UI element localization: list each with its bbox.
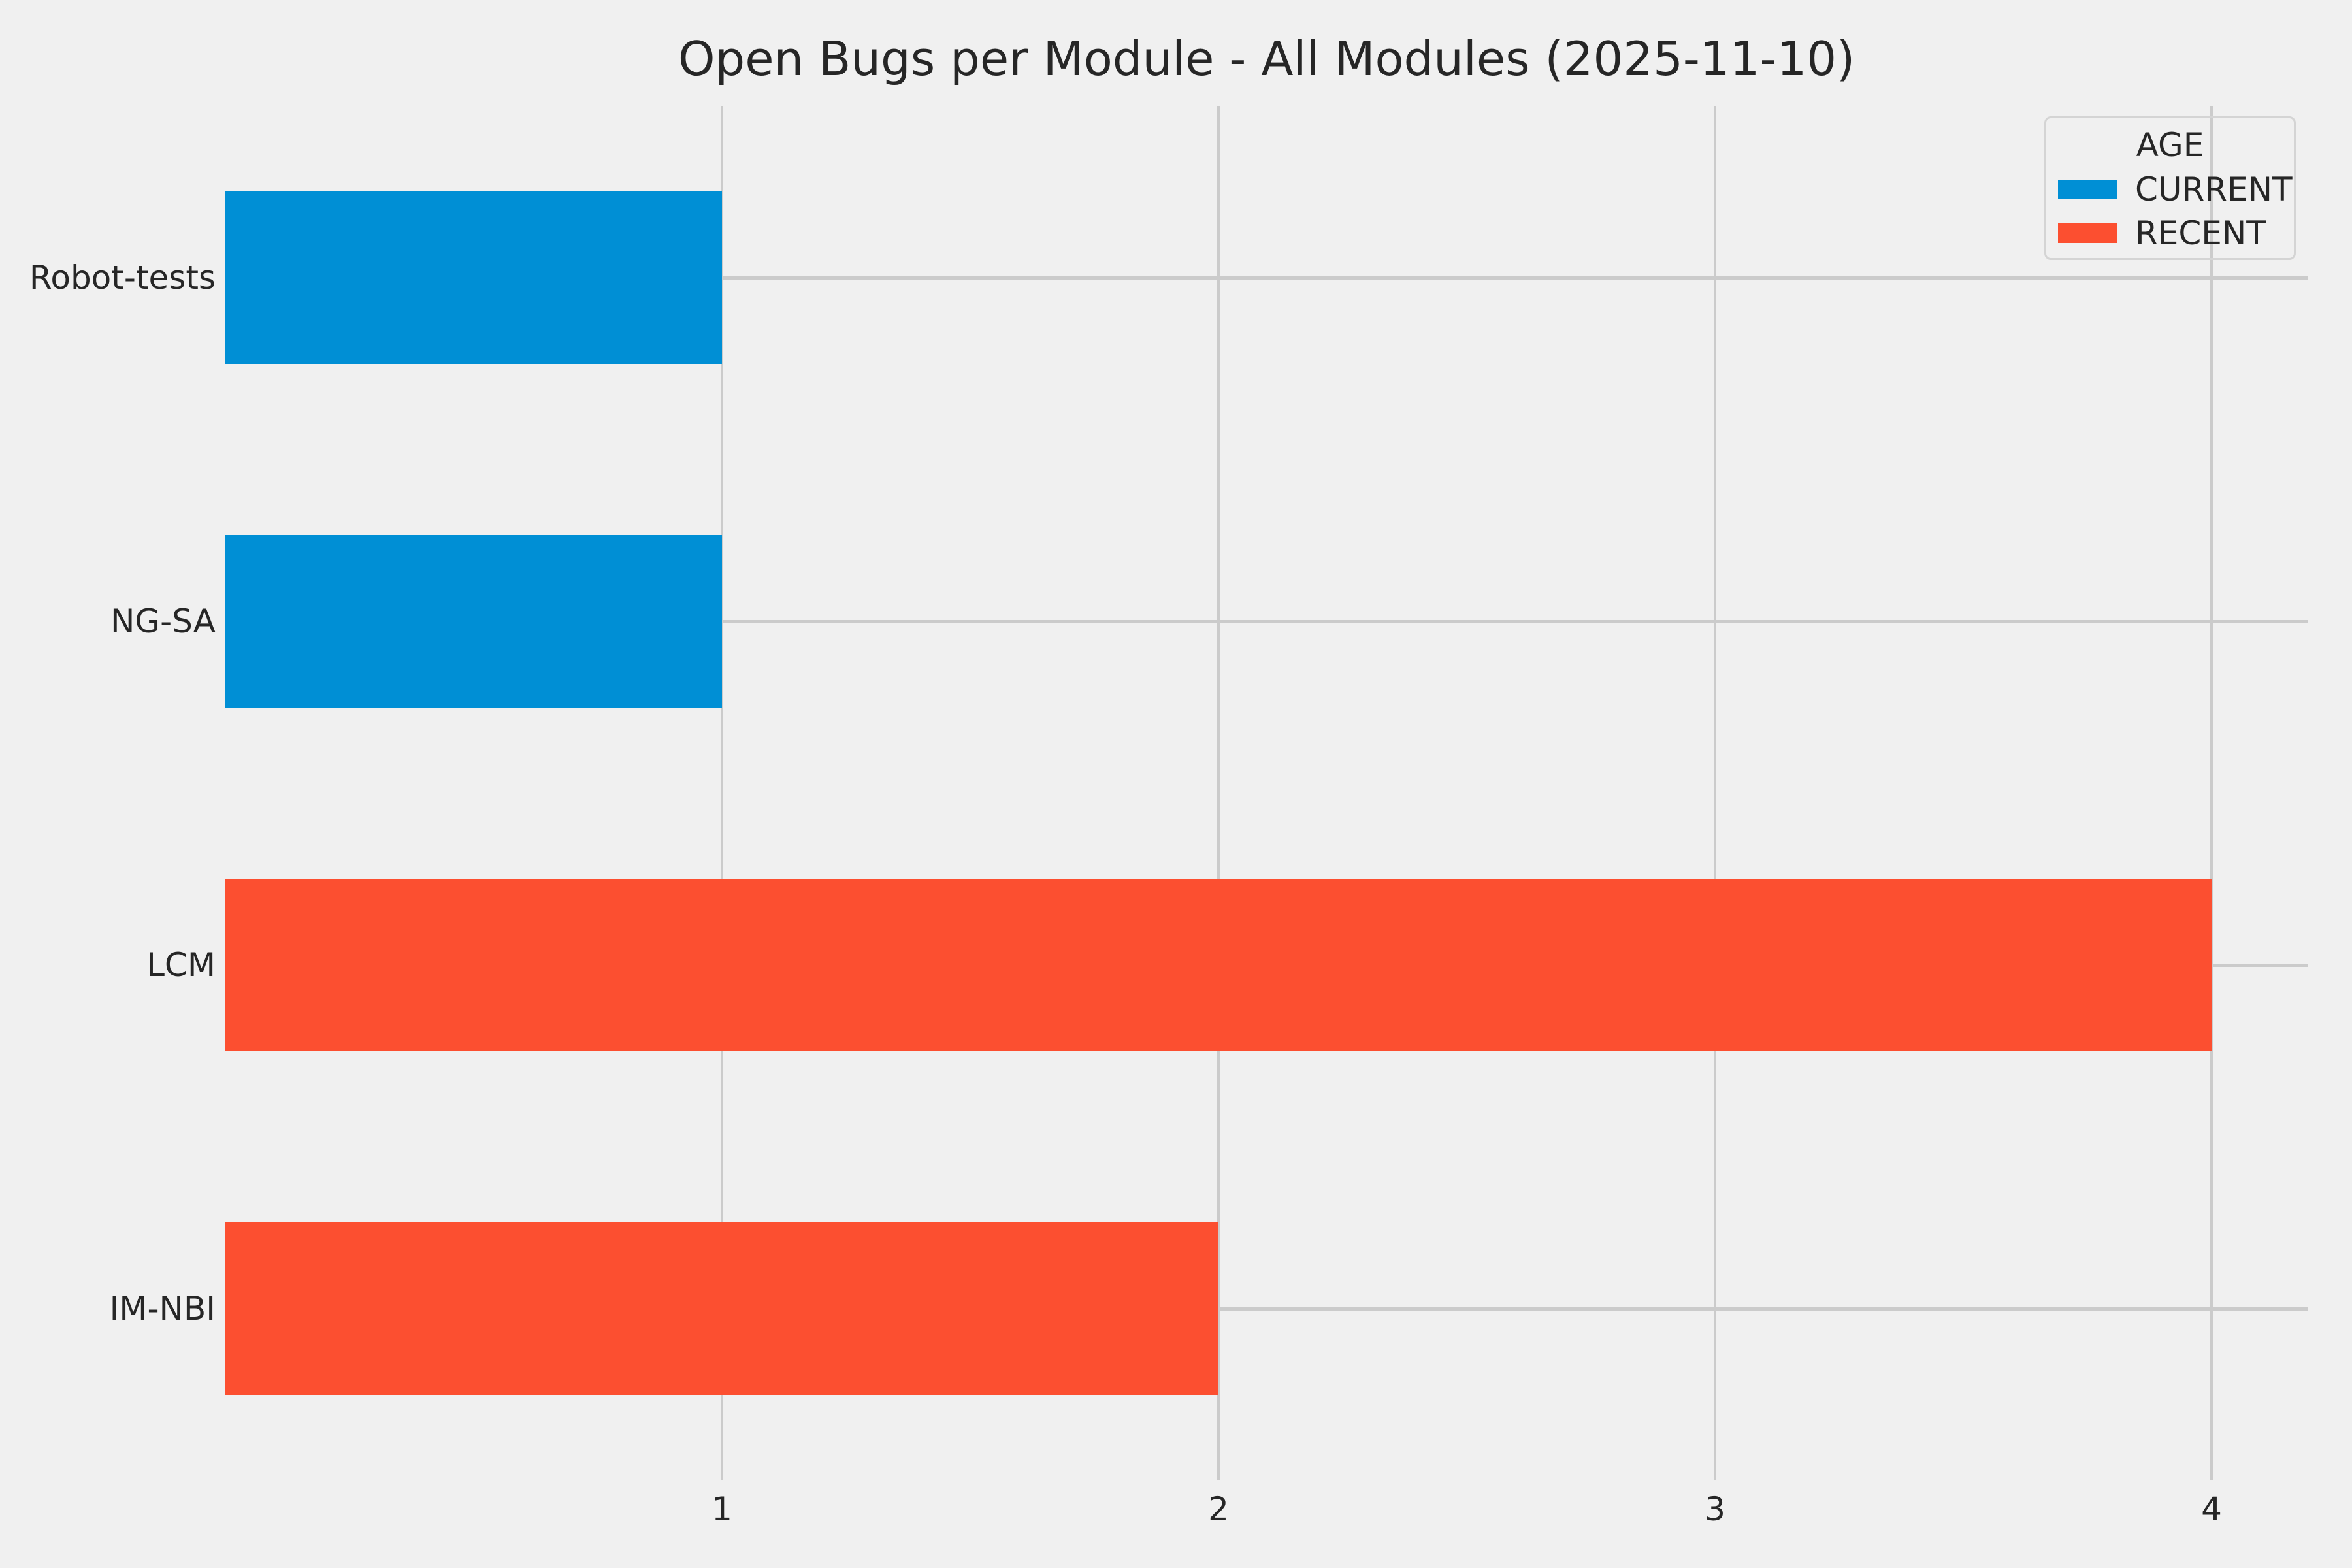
y-tick-label: NG-SA: [110, 602, 216, 640]
legend-label: RECENT: [2135, 214, 2266, 252]
x-gridline: [721, 106, 723, 1480]
legend-row: CURRENT: [2058, 171, 2293, 208]
y-tick-label: IM-NBI: [109, 1290, 216, 1328]
x-gridline: [1217, 106, 1220, 1480]
chart-title: Open Bugs per Module - All Modules (2025…: [678, 31, 1855, 86]
bar-robot-tests: [225, 191, 722, 364]
y-gridline: [225, 276, 2308, 280]
x-tick-label: 2: [1208, 1490, 1229, 1528]
legend-swatch-current: [2058, 180, 2117, 199]
legend-entries: CURRENT RECENT: [2058, 171, 2293, 252]
bar-im-nbi: [225, 1222, 1218, 1395]
legend-label: CURRENT: [2135, 171, 2293, 208]
legend-title: AGE: [2136, 126, 2204, 164]
legend-row: RECENT: [2058, 215, 2282, 252]
x-tick-label: 1: [711, 1490, 732, 1528]
x-gridline: [1714, 106, 1716, 1480]
legend: AGE CURRENT RECENT: [2044, 116, 2296, 260]
y-gridline: [225, 1307, 2308, 1311]
x-tick-label: 3: [1705, 1490, 1725, 1528]
legend-swatch-recent: [2058, 223, 2117, 243]
plot-area: [225, 106, 2308, 1480]
y-gridline: [225, 619, 2308, 623]
x-tick-label: 4: [2201, 1490, 2222, 1528]
y-tick-label: LCM: [146, 946, 216, 984]
y-tick-label: Robot-tests: [29, 259, 216, 297]
bar-ng-sa: [225, 535, 722, 708]
bar-lcm: [225, 879, 2212, 1051]
x-gridline: [2210, 106, 2213, 1480]
